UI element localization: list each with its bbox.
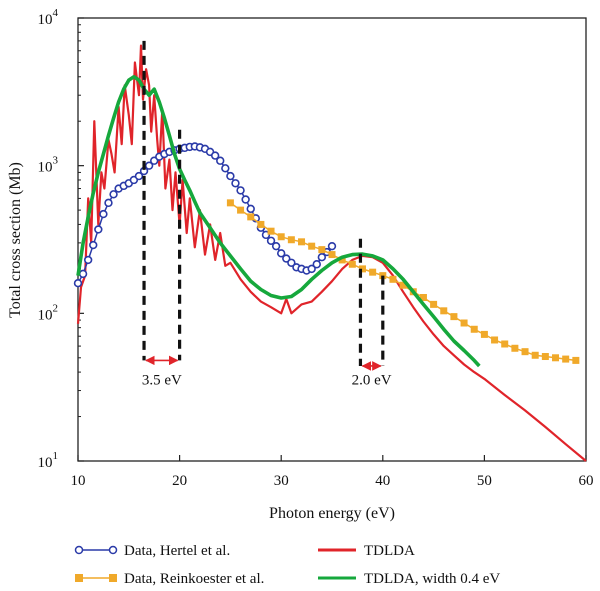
data-point-hertel <box>144 161 154 170</box>
data-point-hertel <box>277 249 286 258</box>
data-point-reinkoester <box>328 251 336 259</box>
legend-label-tdlda: TDLDA <box>364 543 415 559</box>
data-point-reinkoester <box>460 319 468 327</box>
data-point-hertel <box>231 179 240 188</box>
plot-frame <box>77 17 587 462</box>
data-point-reinkoester <box>247 213 255 221</box>
data-point-hertel <box>317 252 327 262</box>
data-point-reinkoester <box>552 354 560 362</box>
y-tick-label: 103 <box>38 155 59 176</box>
data-point-reinkoester <box>308 242 316 250</box>
data-point-reinkoester <box>237 206 245 214</box>
data-point-hertel <box>282 254 291 263</box>
data-point-reinkoester <box>298 238 306 246</box>
data-point-reinkoester <box>399 281 407 289</box>
y-tick-label: 104 <box>38 7 59 28</box>
data-point-reinkoester <box>358 265 366 273</box>
data-point-hertel <box>271 241 281 251</box>
series-hertel <box>73 142 337 288</box>
data-point-reinkoester <box>226 199 234 207</box>
legend: Data, Hertel et al. Data, Reinkoester et… <box>74 543 500 587</box>
x-tick-label: 40 <box>375 473 390 489</box>
legend-label-reinkoester: Data, Reinkoester et al. <box>124 571 264 587</box>
annotation-layer: 3.5 eV 2.0 eV <box>142 40 392 388</box>
data-point-reinkoester <box>430 300 438 308</box>
data-point-reinkoester <box>369 268 377 276</box>
data-point-reinkoester <box>389 275 397 283</box>
data-point-reinkoester <box>440 307 448 315</box>
data-point-hertel <box>89 240 98 250</box>
span-label-s1: 3.5 eV <box>142 372 182 388</box>
data-point-reinkoester <box>470 325 478 333</box>
x-tick-label: 30 <box>274 473 289 489</box>
data-point-hertel <box>99 209 108 219</box>
legend-label-hertel: Data, Hertel et al. <box>124 543 230 559</box>
data-point-hertel <box>287 258 296 267</box>
data-point-reinkoester <box>572 356 580 364</box>
data-point-reinkoester <box>267 227 275 235</box>
data-point-hertel <box>109 190 118 199</box>
data-point-reinkoester <box>277 233 285 241</box>
x-axis-label: Photon energy (eV) <box>269 505 395 522</box>
data-point-hertel <box>246 204 255 214</box>
legend-item-hertel: Data, Hertel et al. <box>74 543 230 559</box>
legend-label-tdlda-width: TDLDA, width 0.4 eV <box>364 571 500 587</box>
data-point-hertel <box>210 151 220 160</box>
legend-item-tdlda: TDLDA <box>318 543 415 559</box>
data-point-reinkoester <box>531 351 539 359</box>
data-point-hertel <box>312 260 321 269</box>
axis-ticks: 10 20 30 40 50 60 101 102 103 104 <box>38 7 594 489</box>
data-point-hertel <box>226 171 235 181</box>
span-label-s2: 2.0 eV <box>352 372 392 388</box>
y-tick-label: 102 <box>38 302 59 323</box>
data-point-reinkoester <box>318 246 326 254</box>
data-point-reinkoester <box>480 330 488 338</box>
data-point-reinkoester <box>348 260 356 268</box>
x-tick-label: 50 <box>477 473 492 489</box>
x-tick-label: 20 <box>172 473 187 489</box>
data-point-reinkoester <box>501 340 509 348</box>
data-point-reinkoester <box>562 355 570 363</box>
data-point-hertel <box>94 225 103 234</box>
data-point-hertel <box>236 186 245 195</box>
data-point-hertel <box>104 198 113 208</box>
data-point-hertel <box>327 241 337 251</box>
data-point-reinkoester <box>541 353 549 361</box>
x-tick-label: 10 <box>71 473 86 489</box>
data-point-hertel <box>221 164 230 173</box>
data-point-hertel <box>266 236 276 245</box>
data-point-hertel <box>134 171 144 181</box>
series-tdlda_width <box>76 75 481 368</box>
y-tick-label: 101 <box>38 450 59 471</box>
data-point-reinkoester <box>511 344 519 352</box>
legend-item-reinkoester: Data, Reinkoester et al. <box>75 571 264 587</box>
y-axis-label: Total cross section (Mb) <box>7 162 24 318</box>
data-point-hertel <box>307 264 316 274</box>
data-point-hertel <box>83 255 93 265</box>
data-point-reinkoester <box>491 336 499 344</box>
data-point-hertel <box>241 195 250 204</box>
data-point-reinkoester <box>521 348 529 356</box>
data-point-reinkoester <box>450 313 458 321</box>
legend-item-tdlda-width: TDLDA, width 0.4 eV <box>318 571 500 587</box>
data-point-hertel <box>78 269 88 279</box>
series-layer <box>73 44 587 462</box>
data-point-hertel <box>73 278 83 288</box>
series-line-tdlda_width <box>76 75 481 368</box>
data-point-reinkoester <box>287 236 295 244</box>
data-point-reinkoester <box>257 220 265 228</box>
x-tick-label: 60 <box>579 473 594 489</box>
data-point-reinkoester <box>338 256 346 264</box>
data-point-hertel <box>216 156 225 165</box>
data-point-reinkoester <box>419 294 427 302</box>
